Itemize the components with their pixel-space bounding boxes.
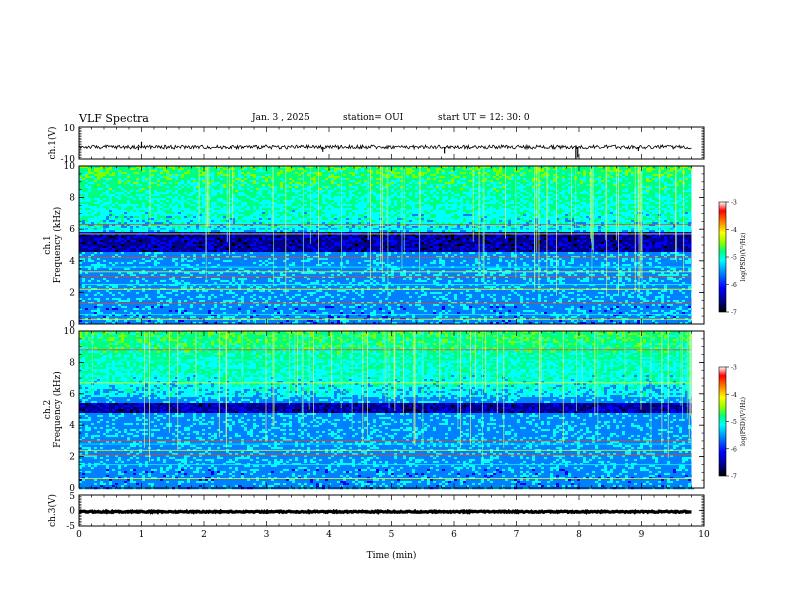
- start-time-label: start UT = 12: 30: 0: [438, 113, 530, 123]
- x-axis-label: Time (min): [367, 550, 417, 561]
- ch2-spectrogram-ylabel: ch.2 Frequency (kHz): [43, 371, 63, 448]
- date-label: Jan. 3 , 2025: [252, 113, 310, 123]
- ch3-waveform-ylabel: ch.3(V): [47, 494, 58, 527]
- ch2-spectrogram-colorbar-tick-4: -7: [731, 474, 737, 481]
- ch1-spectrogram-ylabel: ch.1 Frequency (kHz): [43, 207, 63, 284]
- ch2-spectrogram-ytick-3: 6: [69, 390, 75, 400]
- ch1-spectrogram-colorbar-tick-1: -4: [731, 227, 737, 234]
- ch3-waveform-ytick-0: 5: [69, 492, 75, 502]
- ch3-waveform-ytick-1: 0: [69, 507, 75, 517]
- xtick-1: 1: [139, 530, 145, 540]
- ch1-spectrogram-ytick-1: 2: [69, 288, 75, 298]
- xtick-10: 10: [698, 530, 710, 540]
- ch3-waveform-trace: [78, 508, 692, 515]
- ch1-spectrogram-ytick-3: 6: [69, 225, 75, 235]
- ch1-spectrogram-ytick-5: 10: [64, 162, 76, 172]
- xtick-9: 9: [639, 530, 645, 540]
- ch1-spectrogram-colorbar-tick-4: -7: [731, 310, 737, 317]
- ch3-waveform-ytick-2: -5: [66, 522, 75, 532]
- ch2-spectrogram-image: [79, 331, 704, 490]
- ch1-spectrogram-ytick-2: 4: [69, 257, 75, 267]
- xtick-0: 0: [76, 530, 82, 540]
- ch1-spectrogram-ytick-4: 8: [69, 194, 75, 204]
- xtick-7: 7: [514, 530, 520, 540]
- ch2-spectrogram-ytick-4: 8: [69, 358, 75, 368]
- ch1-spectrogram-ytick-0: 0: [69, 320, 75, 330]
- ch2-spectrogram-colorbar-label: log(PSD)(V²/Hz): [740, 397, 747, 446]
- xtick-5: 5: [389, 530, 395, 540]
- ch1-spectrogram-colorbar-tick-0: -3: [731, 200, 737, 207]
- ch2-spectrogram-ytick-5: 10: [64, 327, 76, 337]
- xtick-4: 4: [326, 530, 332, 540]
- station-label: station= OUI: [343, 113, 403, 123]
- ch1-waveform-ylabel: ch.1(V): [47, 127, 58, 160]
- ch2-spectrogram-colorbar-tick-2: -5: [731, 419, 737, 426]
- ch2-spectrogram-ytick-2: 4: [69, 421, 75, 431]
- figure-title: VLF Spectra: [79, 112, 149, 125]
- ch1-spectrogram-colorbar-tick-3: -6: [731, 282, 737, 289]
- ch1-waveform-ytick-1: -10: [61, 155, 76, 165]
- ch2-spectrogram-colorbar-tick-1: -4: [731, 392, 737, 399]
- ch2-spectrogram-ytick-0: 0: [69, 484, 75, 494]
- ch2-spectrogram-colorbar-tick-0: -3: [731, 365, 737, 372]
- ch2-spectrogram-colorbar-tick-3: -6: [731, 446, 737, 453]
- ch2-spectrogram-colorbar: [718, 366, 727, 477]
- ch2-spectrogram-ytick-1: 2: [69, 453, 75, 463]
- xtick-8: 8: [576, 530, 582, 540]
- ch1-spectrogram-colorbar-label: log(PSD)(V²/Hz): [740, 233, 747, 282]
- ch1-waveform-trace: [78, 143, 692, 151]
- ch1-spectrogram-colorbar-tick-2: -5: [731, 255, 737, 262]
- xtick-2: 2: [201, 530, 207, 540]
- xtick-3: 3: [264, 530, 270, 540]
- xtick-6: 6: [451, 530, 457, 540]
- ch1-waveform-ytick-0: 10: [64, 124, 76, 134]
- ch1-spectrogram-colorbar: [718, 201, 727, 313]
- ch1-spectrogram-image: [79, 166, 704, 325]
